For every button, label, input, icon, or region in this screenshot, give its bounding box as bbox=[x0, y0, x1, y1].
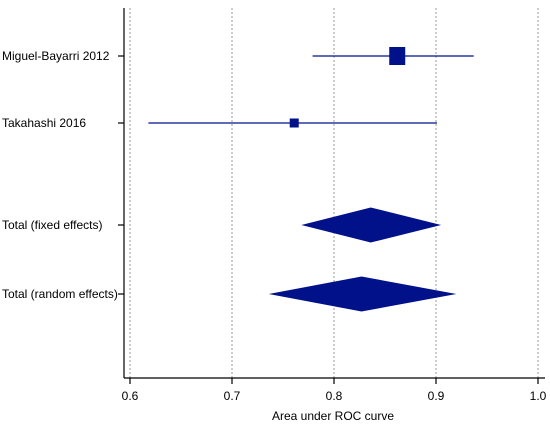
study-1-point-estimate bbox=[389, 47, 406, 65]
x-tick-label-0.9: 0.9 bbox=[428, 389, 445, 403]
x-axis-title: Area under ROC curve bbox=[272, 409, 394, 423]
x-tick-label-0.7: 0.7 bbox=[224, 389, 241, 403]
x-tick-label-1.0: 1.0 bbox=[530, 389, 547, 403]
pooled-2-label: Total (random effects) bbox=[2, 287, 118, 301]
study-1-label: Miguel-Bayarri 2012 bbox=[2, 49, 110, 63]
gridlines bbox=[129, 8, 539, 378]
x-axis-ticks: 0.6 0.7 0.8 0.9 1.0 bbox=[122, 378, 547, 403]
study-2-point-estimate bbox=[289, 118, 299, 128]
pooled-2-diamond bbox=[268, 276, 457, 312]
study-rows: Miguel-Bayarri 2012 Takahashi 2016 Total (… bbox=[2, 47, 474, 312]
pooled-1-diamond bbox=[301, 207, 442, 243]
pooled-1-label: Total (fixed effects) bbox=[2, 218, 103, 232]
study-2-label: Takahashi 2016 bbox=[2, 116, 86, 130]
x-tick-label-0.6: 0.6 bbox=[122, 389, 139, 403]
x-tick-label-0.8: 0.8 bbox=[326, 389, 343, 403]
